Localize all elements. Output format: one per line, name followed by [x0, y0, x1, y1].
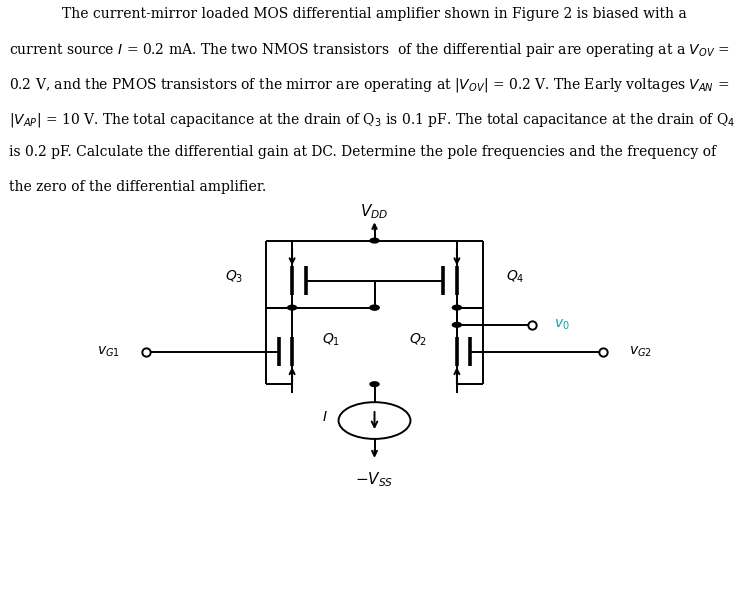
Circle shape [452, 323, 461, 327]
Circle shape [370, 239, 379, 243]
Text: $Q_1$: $Q_1$ [322, 332, 340, 348]
Text: $I$: $I$ [321, 410, 327, 423]
Text: current source $I$ = 0.2 mA. The two NMOS transistors  of the differential pair : current source $I$ = 0.2 mA. The two NMO… [9, 41, 730, 59]
Circle shape [339, 402, 410, 439]
Text: $Q_2$: $Q_2$ [409, 332, 427, 348]
Text: $-V_{SS}$: $-V_{SS}$ [355, 470, 394, 489]
Circle shape [370, 382, 379, 386]
Text: $Q_4$: $Q_4$ [506, 269, 524, 285]
Text: $v_{G2}$: $v_{G2}$ [629, 345, 652, 359]
Text: the zero of the differential amplifier.: the zero of the differential amplifier. [9, 180, 266, 194]
Circle shape [370, 305, 379, 310]
Text: is 0.2 pF. Calculate the differential gain at DC. Determine the pole frequencies: is 0.2 pF. Calculate the differential ga… [9, 145, 716, 160]
Circle shape [370, 305, 379, 310]
Text: $Q_3$: $Q_3$ [225, 269, 243, 285]
Text: $|V_{AP}|$ = 10 V. The total capacitance at the drain of Q$_3$ is 0.1 pF. The to: $|V_{AP}|$ = 10 V. The total capacitance… [9, 111, 736, 129]
Text: 0.2 V, and the PMOS transistors of the mirror are operating at $|V_{OV}|$ = 0.2 : 0.2 V, and the PMOS transistors of the m… [9, 76, 729, 94]
Text: $v_0$: $v_0$ [554, 317, 570, 332]
Text: The current-mirror loaded MOS differential amplifier shown in Figure 2 is biased: The current-mirror loaded MOS differenti… [62, 6, 687, 21]
Text: $v_{G1}$: $v_{G1}$ [97, 345, 120, 359]
Circle shape [288, 305, 297, 310]
Circle shape [452, 305, 461, 310]
Text: $V_{DD}$: $V_{DD}$ [360, 203, 389, 221]
